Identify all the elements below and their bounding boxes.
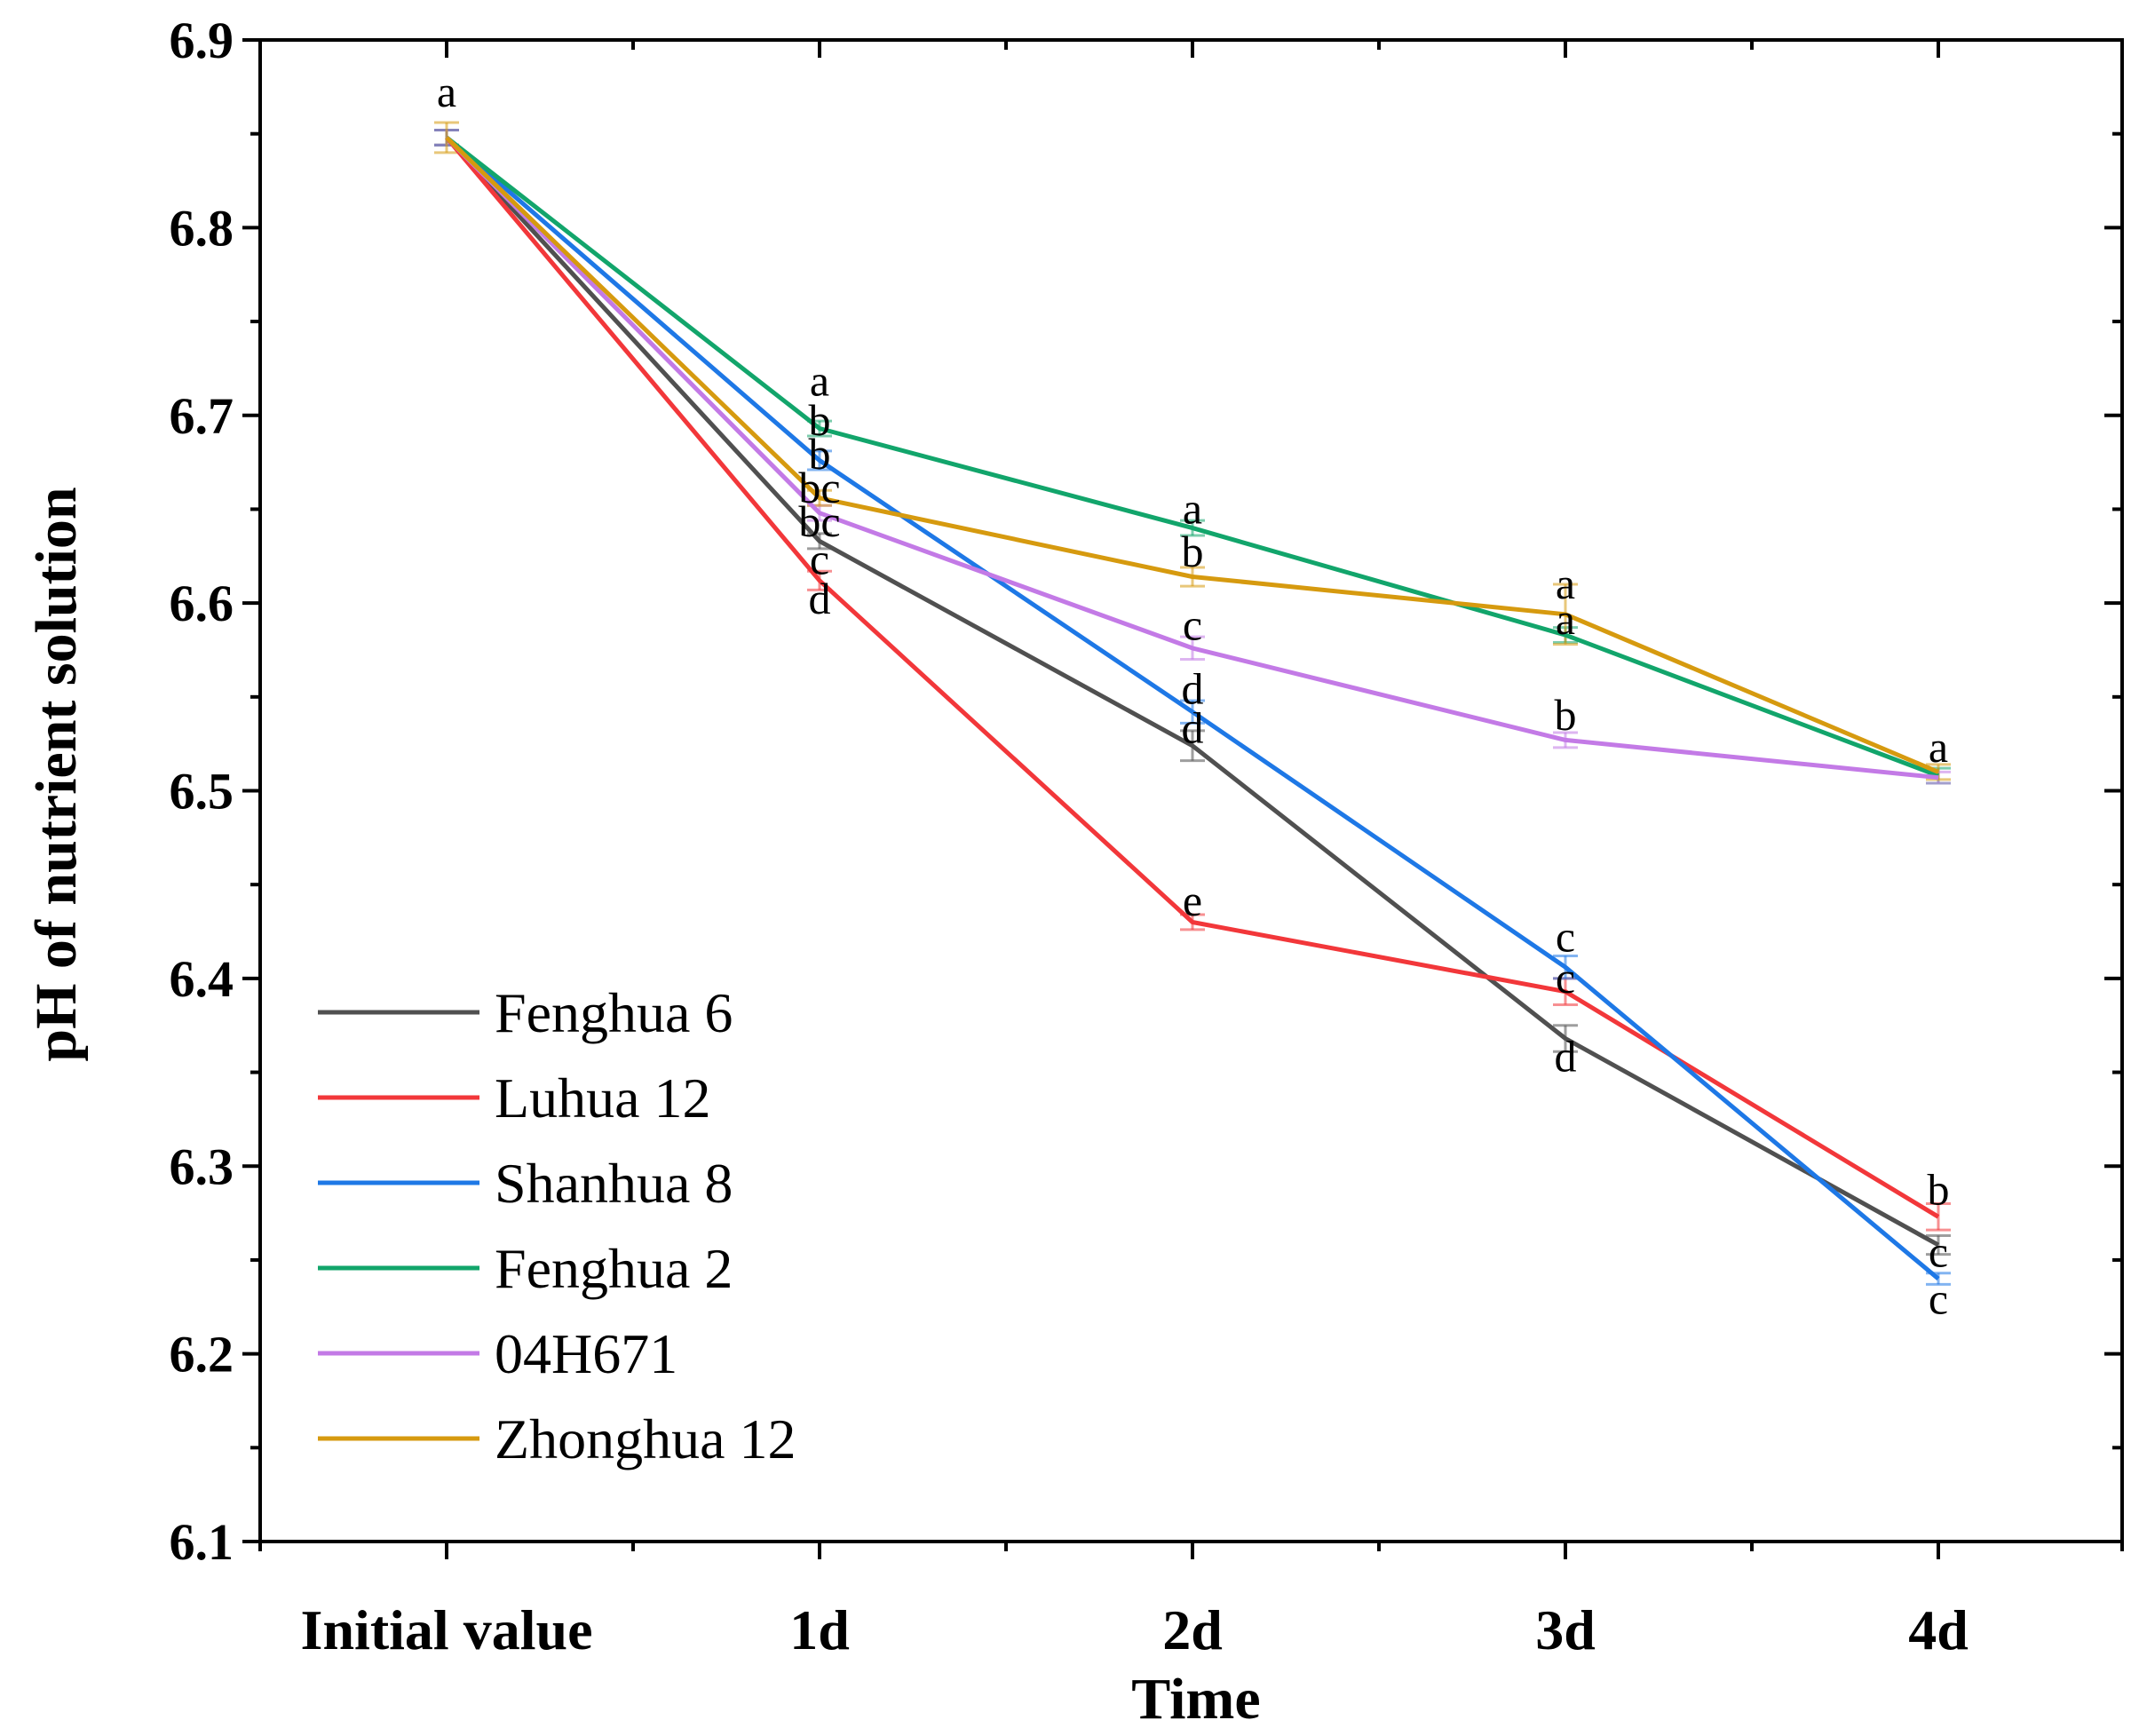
- x-axis-title: Time: [1131, 1667, 1260, 1732]
- legend-label: Zhonghua 12: [495, 1407, 796, 1470]
- significance-letter: c: [1556, 953, 1575, 1003]
- x-tick-label: 4d: [1908, 1598, 1969, 1661]
- series-line-04h671: [445, 136, 1939, 781]
- y-tick-label: 6.7: [170, 387, 234, 445]
- significance-letter: c: [1929, 1273, 1948, 1323]
- y-tick-label: 6.5: [170, 763, 234, 820]
- significance-letter: d: [1182, 663, 1204, 713]
- significance-letter: c: [810, 535, 829, 584]
- significance-letter: b: [809, 395, 831, 445]
- series-lines: [445, 135, 1940, 1281]
- significance-letter: d: [1555, 1032, 1577, 1082]
- significance-letter: a: [1556, 594, 1575, 644]
- y-tick-label: 6.8: [170, 199, 234, 257]
- x-axis-ticks: Initial value 1d 2d 3d 4d: [258, 40, 2124, 1661]
- significance-letter: c: [1183, 599, 1202, 649]
- significance-letter: a: [810, 356, 829, 406]
- significance-letter: bc: [798, 463, 840, 512]
- legend-label: Fenghua 2: [495, 1237, 733, 1300]
- series-line-luhua-12: [445, 136, 1940, 1219]
- legend-label: Luhua 12: [495, 1066, 711, 1130]
- y-tick-label: 6.9: [170, 12, 234, 69]
- legend-label: Shanhua 8: [495, 1152, 733, 1215]
- x-tick-label: 1d: [789, 1598, 850, 1661]
- y-tick-label: 6.6: [170, 575, 234, 632]
- legend-label: Fenghua 6: [495, 981, 733, 1044]
- series-line-shanhua-8: [445, 136, 1940, 1281]
- significance-letter: bc: [798, 496, 840, 546]
- significance-letter: d: [1182, 703, 1204, 753]
- y-tick-label: 6.2: [170, 1326, 234, 1383]
- significance-letter: b: [809, 429, 831, 479]
- significance-letter: c: [1929, 1226, 1948, 1276]
- y-tick-label: 6.4: [170, 950, 234, 1008]
- plot-frame: [258, 38, 2124, 1543]
- significance-letter: e: [1183, 876, 1202, 925]
- x-tick-label: 2d: [1162, 1598, 1223, 1661]
- significance-letter: a: [1556, 559, 1575, 608]
- significance-letter: b: [1182, 527, 1204, 576]
- significance-letter: a: [1183, 483, 1202, 533]
- significance-letter: a: [437, 67, 456, 116]
- significance-letter: d: [809, 574, 831, 623]
- series-line-fenghua-6: [445, 136, 1940, 1248]
- x-tick-label: Initial value: [301, 1598, 593, 1661]
- series-line-zhonghua-12: [445, 136, 1939, 774]
- y-axis-title: pH of nutrient solution: [24, 487, 89, 1061]
- significance-letter: b: [1555, 690, 1577, 740]
- y-tick-label: 6.3: [170, 1138, 234, 1195]
- significance-letter: b: [1928, 1165, 1950, 1215]
- significance-letter: c: [1556, 911, 1575, 961]
- legend-label: 04H671: [495, 1322, 677, 1385]
- legend: Fenghua 6 Luhua 12 Shanhua 8 Fenghua 2 04H67…: [318, 981, 796, 1470]
- y-tick-label: 6.1: [170, 1513, 234, 1571]
- significance-letter: a: [1929, 722, 1948, 772]
- x-tick-label: 3d: [1535, 1598, 1596, 1661]
- series-line-fenghua-2: [445, 135, 1939, 778]
- y-axis-ticks: 6.1 6.2 6.3 6.4 6.5 6.6 6.7 6.8 6.9: [170, 12, 2122, 1571]
